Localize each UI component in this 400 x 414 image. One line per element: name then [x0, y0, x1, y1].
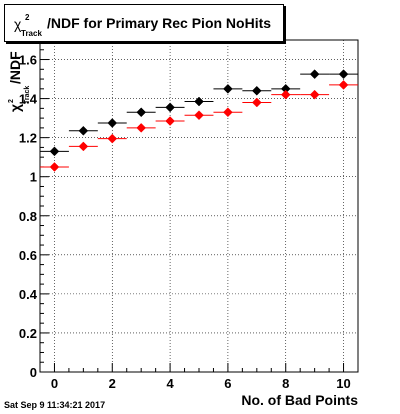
chart-title-box: χ 2 Track /NDF for Primary Rec Pion NoHi… — [4, 4, 284, 42]
y-tick-label: 0 — [30, 365, 37, 380]
data-point — [338, 80, 349, 90]
title-superscript: 2 — [25, 13, 30, 22]
data-point — [280, 89, 291, 100]
data-point — [223, 107, 233, 118]
data-point — [165, 102, 175, 113]
data-point — [78, 125, 89, 136]
data-point — [49, 146, 60, 157]
y-axis-label-suffix: /NDF — [7, 51, 23, 84]
plot-frame — [39, 39, 359, 373]
data-point — [251, 97, 262, 108]
y-axis-label: χ 2 Track /NDF — [7, 51, 31, 112]
axes: 0 2 4 6 8 10 0 0.2 0.4 0.6 0.8 1 1.2 1.4 1.6 — [19, 39, 359, 391]
data-marks — [40, 69, 358, 172]
y-axis-label-subscript: Track — [24, 86, 31, 104]
data-point — [251, 85, 262, 96]
x-axis-label: No. of Bad Points — [241, 392, 358, 408]
data-point — [338, 69, 349, 80]
grid-lines — [40, 40, 358, 373]
data-point — [136, 107, 147, 118]
data-point — [136, 123, 147, 133]
timestamp: Sat Sep 9 11:34:21 2017 — [4, 400, 106, 410]
x-tick-label: 10 — [336, 376, 350, 391]
y-tick-label: 0.4 — [19, 287, 38, 302]
data-point — [107, 133, 118, 144]
y-tick-label: 0.8 — [19, 209, 37, 224]
data-point — [223, 83, 233, 94]
y-tick-label: 1.6 — [19, 53, 37, 68]
title-chi-symbol: χ — [14, 16, 22, 32]
data-point — [309, 89, 320, 100]
data-point — [194, 110, 204, 121]
y-tick-label: 1.4 — [19, 92, 38, 107]
data-point — [107, 118, 118, 128]
x-tick-label: 6 — [224, 376, 231, 391]
y-tick-label: 0.6 — [19, 248, 37, 263]
title-subscript: Track — [21, 29, 42, 38]
data-point — [194, 96, 204, 107]
x-tick-label: 2 — [109, 376, 116, 391]
chart-title: /NDF for Primary Rec Pion NoHits — [47, 15, 272, 31]
y-tick-label: 1.2 — [19, 131, 37, 146]
data-point — [309, 69, 320, 80]
data-point — [78, 141, 89, 152]
x-tick-label: 0 — [51, 376, 58, 391]
y-tick-label: 1 — [30, 170, 37, 185]
data-series-1 — [40, 69, 358, 157]
y-axis-label-superscript: 2 — [8, 99, 15, 103]
data-point — [49, 162, 60, 172]
x-tick-label: 8 — [282, 376, 289, 391]
x-tick-label: 4 — [166, 376, 174, 391]
y-axis-label-chi: χ — [7, 104, 23, 112]
y-tick-label: 0.2 — [19, 326, 37, 341]
data-point — [165, 116, 175, 126]
data-series-2 — [40, 80, 358, 172]
